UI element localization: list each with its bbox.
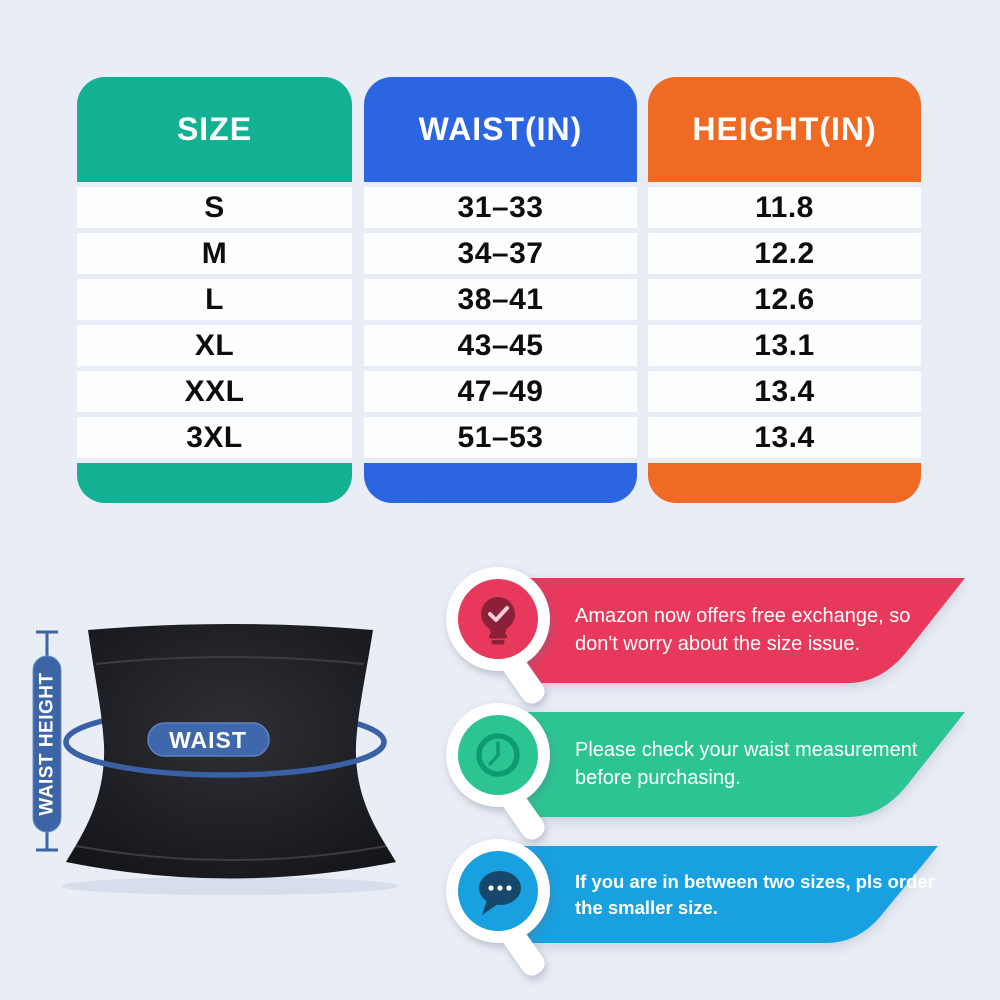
table-cell: 3XL — [77, 417, 352, 458]
table-cell: XL — [77, 325, 352, 366]
clock-icon — [446, 703, 550, 840]
table-cell: 31–33 — [364, 187, 637, 228]
table-cell: 13.1 — [648, 325, 921, 366]
trainer-stitch-bottom — [75, 845, 387, 861]
callout-free-exchange: Amazon now offers free exchange, so don'… — [440, 566, 985, 726]
size-table-column-height: HEIGHT(IN) 11.8 12.2 12.6 13.1 13.4 13.4 — [648, 77, 921, 503]
waist-ellipse-front — [63, 741, 387, 778]
table-cell: L — [77, 279, 352, 320]
column-rows: S M L XL XXL 3XL — [77, 187, 352, 458]
waist-pill — [147, 722, 270, 757]
waist-label: WAIST — [169, 727, 247, 753]
callout-text: Amazon now offers free exchange, so don'… — [575, 604, 911, 655]
trainer-shadow — [62, 877, 398, 895]
table-cell: 34–37 — [364, 233, 637, 274]
column-footer-bar — [77, 463, 352, 503]
callout-banner — [520, 712, 965, 817]
table-cell: 38–41 — [364, 279, 637, 320]
table-cell: S — [77, 187, 352, 228]
waist-trainer-figure: WAIST HEIGHT WAIST — [32, 624, 398, 895]
table-cell: 43–45 — [364, 325, 637, 366]
column-footer-bar — [648, 463, 921, 503]
table-cell: 47–49 — [364, 371, 637, 412]
column-footer-bar — [364, 463, 637, 503]
callout-banner — [520, 578, 965, 683]
callout-between-sizes: If you are in between two sizes, pls ord… — [440, 834, 985, 994]
callout-banner — [520, 846, 938, 943]
chat-dots-icon — [446, 839, 550, 976]
table-cell: 13.4 — [648, 417, 921, 458]
table-cell: M — [77, 233, 352, 274]
table-cell: 12.2 — [648, 233, 921, 274]
waist-height-capsule — [32, 655, 62, 833]
column-rows: 11.8 12.2 12.6 13.1 13.4 13.4 — [648, 187, 921, 458]
callout-text: If you are in between two sizes, pls ord… — [575, 870, 935, 918]
table-cell: 12.6 — [648, 279, 921, 320]
callout-check-measurement: Please check your waist measurement befo… — [440, 700, 985, 860]
lightbulb-check-icon — [446, 567, 550, 704]
size-table-column-waist: WAIST(IN) 31–33 34–37 38–41 43–45 47–49 51–53 — [364, 77, 637, 503]
column-header-waist: WAIST(IN) — [364, 77, 637, 182]
trainer-stitch-top — [95, 656, 365, 665]
waist-height-label: WAIST HEIGHT — [37, 672, 58, 815]
callout-text: Please check your waist measurement befo… — [575, 738, 918, 789]
table-cell: 51–53 — [364, 417, 637, 458]
table-cell: 11.8 — [648, 187, 921, 228]
table-cell: XXL — [77, 371, 352, 412]
size-table-column-size: SIZE S M L XL XXL 3XL — [77, 77, 352, 503]
column-header-height: HEIGHT(IN) — [648, 77, 921, 182]
column-rows: 31–33 34–37 38–41 43–45 47–49 51–53 — [364, 187, 637, 458]
column-header-size: SIZE — [77, 77, 352, 182]
table-cell: 13.4 — [648, 371, 921, 412]
